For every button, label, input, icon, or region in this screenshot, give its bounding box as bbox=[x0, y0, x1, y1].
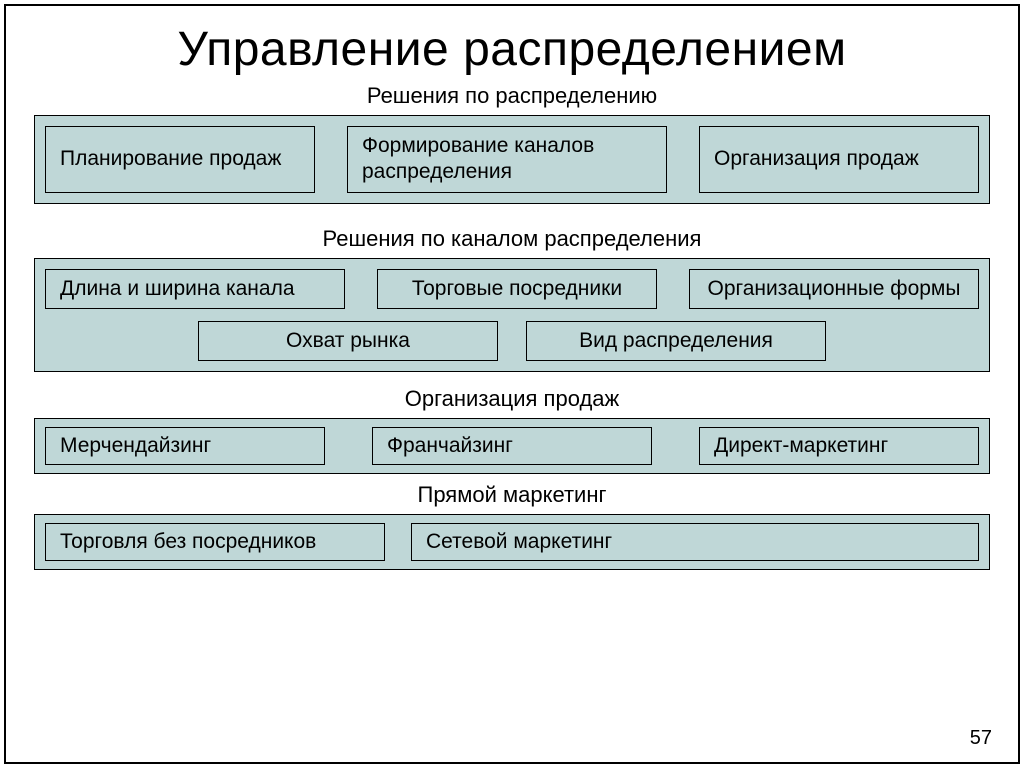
box-sales-organization: Организация продаж bbox=[699, 126, 979, 193]
box-org-forms: Организационные формы bbox=[689, 269, 979, 309]
box-channel-formation: Формирование каналов распределения bbox=[347, 126, 667, 193]
box-sales-planning: Планирование продаж bbox=[45, 126, 315, 193]
row: Охват рынка Вид распределения bbox=[45, 321, 979, 361]
box-merchandising: Мерчендайзинг bbox=[45, 427, 325, 465]
row: Мерчендайзинг Франчайзинг Директ-маркети… bbox=[45, 427, 979, 465]
box-market-coverage: Охват рынка bbox=[198, 321, 498, 361]
slide-frame: Управление распределением Решения по рас… bbox=[4, 4, 1020, 764]
box-trade-intermediaries: Торговые посредники bbox=[377, 269, 657, 309]
group-direct-marketing: Торговля без посредников Сетевой маркети… bbox=[34, 514, 990, 570]
box-direct-marketing: Директ-маркетинг bbox=[699, 427, 979, 465]
group-sales-organization: Мерчендайзинг Франчайзинг Директ-маркети… bbox=[34, 418, 990, 474]
page-number: 57 bbox=[970, 727, 992, 750]
group-channel-decisions: Длина и ширина канала Торговые посредник… bbox=[34, 258, 990, 372]
section-label-3: Организация продаж bbox=[6, 386, 1018, 412]
box-channel-length-width: Длина и ширина канала bbox=[45, 269, 345, 309]
section-label-4: Прямой маркетинг bbox=[6, 482, 1018, 508]
section-label-2: Решения по каналом распределения bbox=[6, 226, 1018, 252]
row: Планирование продаж Формирование каналов… bbox=[45, 126, 979, 193]
box-franchising: Франчайзинг bbox=[372, 427, 652, 465]
row: Длина и ширина канала Торговые посредник… bbox=[45, 269, 979, 309]
box-distribution-type: Вид распределения bbox=[526, 321, 826, 361]
box-network-marketing: Сетевой маркетинг bbox=[411, 523, 979, 561]
page-title: Управление распределением bbox=[6, 22, 1018, 77]
section-label-1: Решения по распределению bbox=[6, 83, 1018, 109]
group-distribution-decisions: Планирование продаж Формирование каналов… bbox=[34, 115, 990, 204]
row: Торговля без посредников Сетевой маркети… bbox=[45, 523, 979, 561]
box-no-intermediaries: Торговля без посредников bbox=[45, 523, 385, 561]
